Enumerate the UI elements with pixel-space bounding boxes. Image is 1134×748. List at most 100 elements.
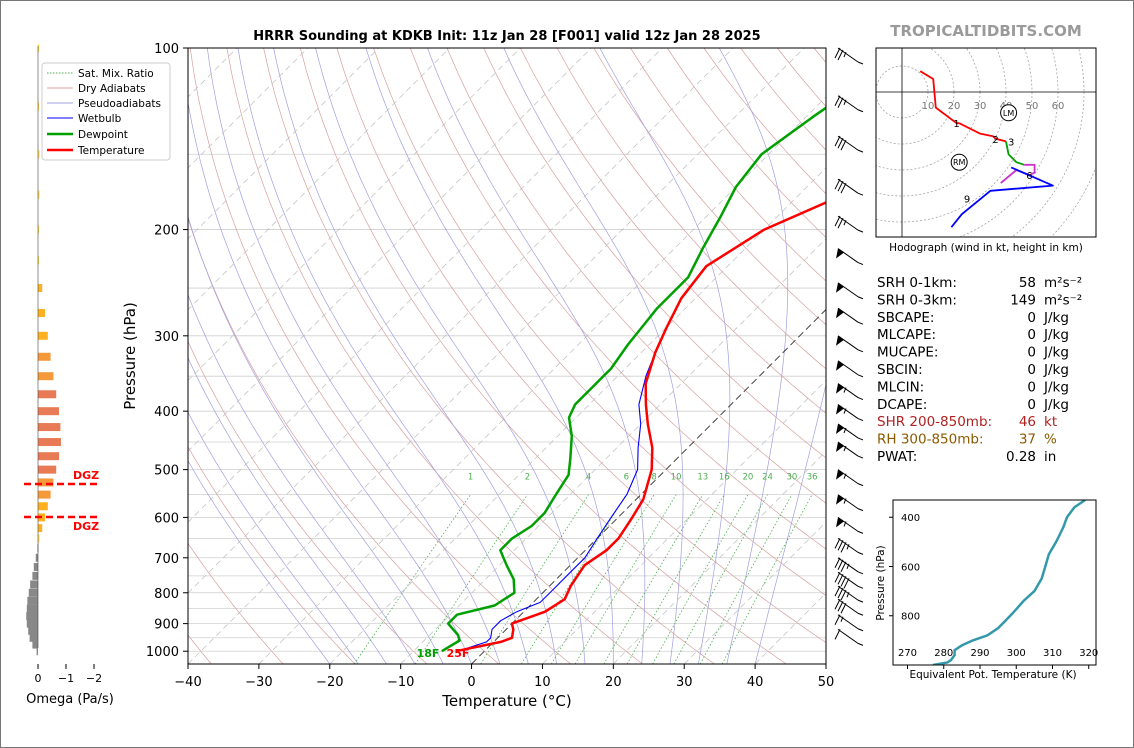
mixing-ratio-labels: 1 2 4 6 8 10 13 16 20 24 30 36 [468, 473, 818, 483]
stat-value: 0.28 [1006, 449, 1036, 465]
stat-row: SBCIN: 0 J/kg [877, 362, 1069, 378]
brand-watermark: TROPICALTIDBITS.COM [890, 22, 1082, 40]
wind-barb-pennant [836, 360, 844, 371]
wind-barb [836, 494, 864, 512]
wind-barb-tail [857, 599, 864, 603]
omega-bar [38, 256, 39, 265]
isotherm-line [258, 96, 826, 664]
omega-tick-label: 0 [35, 672, 42, 685]
stat-row: RH 300-850mb: 37% [877, 432, 1057, 448]
legend-label-dry-adiabats: Dry Adiabats [78, 83, 146, 95]
wind-barb [834, 178, 864, 196]
wind-barb-tail [857, 321, 864, 325]
wind-barb [834, 135, 864, 153]
theta-e-x-tick-label: 300 [1007, 648, 1026, 659]
y-tick-label: 400 [154, 405, 179, 420]
stat-value: 0 [1027, 362, 1036, 378]
wind-barb-half-flag [843, 473, 847, 479]
dry-adiabat-line [593, 48, 826, 326]
wind-barb-flag [834, 47, 841, 59]
theta-e-x-tick-label: 290 [970, 648, 989, 659]
pseudo-adiabat-line [315, 48, 586, 664]
pseudo-adiabat-line [188, 411, 359, 664]
skewt-plot-frame [187, 47, 827, 665]
omega-bar [38, 478, 54, 487]
stat-unit: J/kg [1043, 362, 1069, 378]
omega-bar [38, 452, 59, 461]
stat-value: 0 [1027, 397, 1036, 413]
hodograph-rings [876, 48, 1096, 237]
wind-barb-staff [837, 47, 859, 63]
wind-barb-flag [837, 49, 844, 61]
wind-barb [834, 585, 864, 603]
hodograph-height-label: 3 [1008, 137, 1014, 148]
isotherm-line [613, 450, 826, 664]
pseudo-adiabat-line [273, 48, 557, 664]
theta-e-y-tick-label: 800 [901, 612, 920, 623]
legend-label-wetbulb: Wetbulb [78, 113, 122, 125]
hodograph-frame [875, 47, 1097, 238]
wind-barb [834, 598, 864, 616]
omega-bar [33, 562, 38, 571]
hodograph-marker-label: RM [953, 158, 966, 167]
omega-bar [32, 640, 38, 649]
wind-barb-half-flag [843, 498, 847, 504]
y-tick-label: 200 [154, 224, 179, 239]
dry-adiabat-line [188, 446, 356, 664]
wind-barb-tail [857, 455, 864, 459]
omega-bar [38, 390, 57, 399]
pseudo-adiabat-line [206, 48, 501, 664]
mixing-ratio-line [673, 494, 768, 664]
wind-barb-half-flag [843, 408, 847, 414]
omega-bar [27, 596, 38, 605]
chart-title: HRRR Sounding at KDKB Init: 11z Jan 28 [… [253, 29, 760, 44]
wind-barb [836, 404, 864, 422]
wind-barb-pennant [836, 469, 844, 480]
theta-e-x-tick-label: 310 [1043, 648, 1062, 659]
temperature-trace [455, 201, 826, 653]
theta-e-profile-line [932, 500, 1086, 665]
stat-value: 149 [1010, 292, 1036, 308]
wind-barb-tail [857, 642, 864, 646]
wind-barb [836, 335, 864, 353]
wind-barb-column [834, 47, 864, 646]
hodograph-storm-motion-markers: LM RM [950, 104, 1018, 171]
wind-barb-half-flag [843, 51, 847, 58]
stat-value: 0 [1027, 345, 1036, 361]
mixing-ratio-label: 13 [697, 473, 708, 483]
wind-barb-flag [837, 559, 844, 571]
omega-bar [26, 612, 38, 621]
omega-bars [26, 44, 61, 656]
stat-row: MLCAPE: 0 J/kg [877, 327, 1069, 343]
wind-barb-staff [837, 215, 859, 231]
y-tick-label: 1000 [146, 645, 179, 660]
hodograph-caption: Hodograph (wind in kt, height in km) [889, 242, 1083, 254]
dry-adiabat-line [336, 48, 826, 644]
wind-barb-half-flag [846, 544, 850, 550]
wind-barb-staff [837, 557, 859, 573]
wind-barb-flag [834, 557, 841, 569]
omega-bar [38, 502, 48, 511]
stat-unit: kt [1044, 414, 1057, 430]
wind-barb-staff [837, 614, 859, 630]
stat-label: SRH 0-1km: [877, 275, 957, 291]
hodograph-marker-circle [1000, 104, 1018, 122]
stat-label: PWAT: [877, 449, 917, 465]
wind-barb-flag [837, 574, 844, 585]
mixing-ratio-label: 8 [651, 473, 656, 483]
wind-barb [836, 469, 864, 487]
stat-label: DCAPE: [877, 397, 927, 413]
stat-row: SRH 0-3km: 149 m²s⁻² [877, 292, 1082, 308]
wind-barb-flag [834, 629, 841, 640]
hodograph-height-label: 6 [1026, 171, 1032, 182]
stat-row: DCAPE: 0 J/kg [877, 397, 1069, 413]
wind-barb-flag [840, 139, 847, 151]
wind-barb-tail [857, 192, 864, 196]
hodograph-height-labels: 1 2 3 6 9 [953, 119, 1032, 205]
isotherm-line [683, 521, 826, 664]
omega-bar [28, 626, 38, 635]
wind-barb-pennant [836, 335, 844, 346]
stat-label: SHR 200-850mb: [877, 414, 992, 430]
stat-unit: % [1044, 432, 1057, 448]
